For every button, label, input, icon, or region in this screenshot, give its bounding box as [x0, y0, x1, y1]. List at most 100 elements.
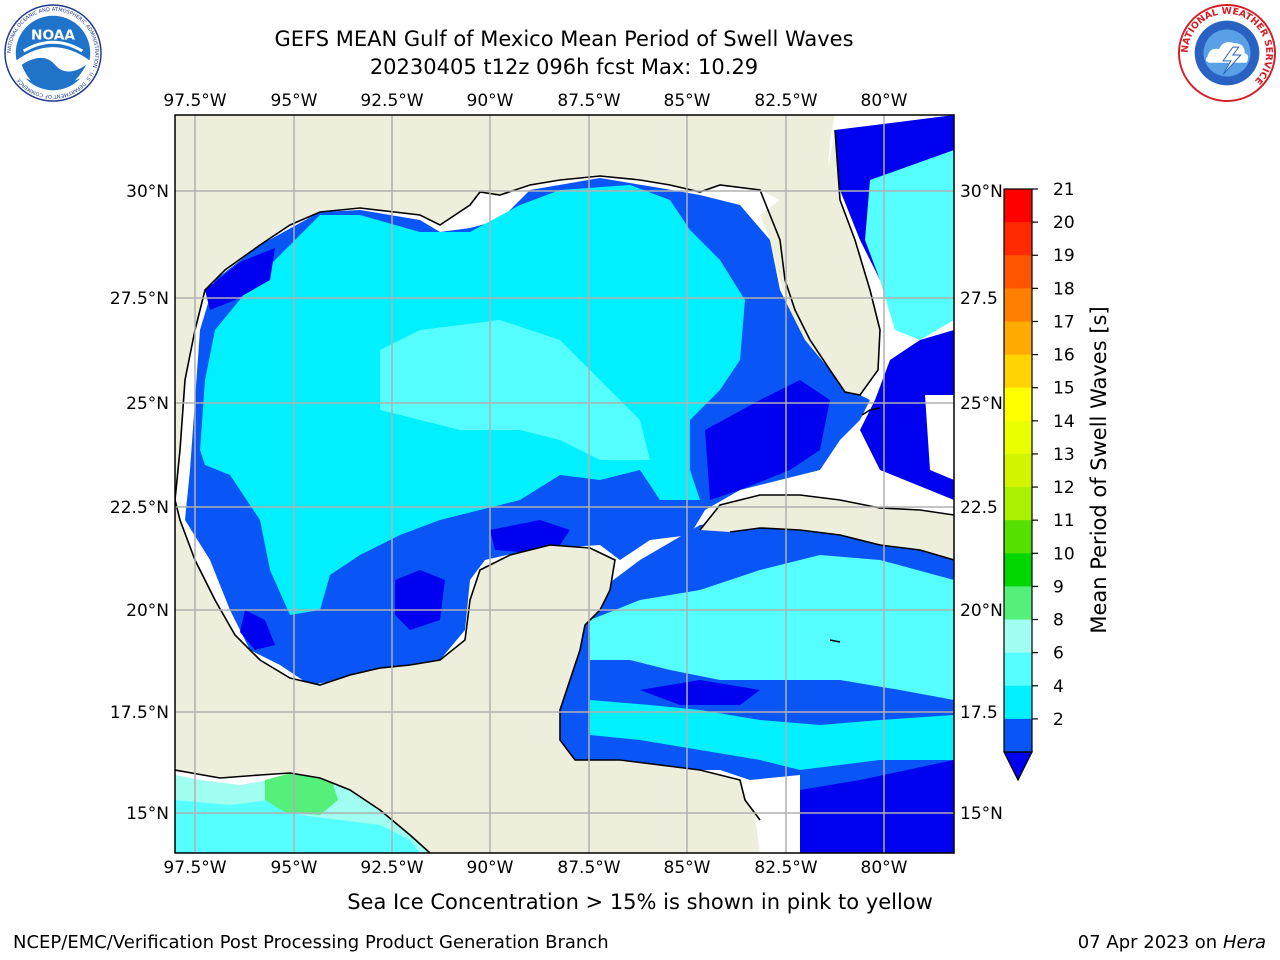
lon-label: 97.5°W — [163, 858, 226, 878]
colorbar-tick-label: 12 — [1053, 478, 1075, 498]
colorbar-cells — [1004, 189, 1032, 753]
lon-labels-top: 97.5°W 95°W 92.5°W 90°W 87.5°W 85°W 82.5… — [163, 91, 907, 111]
lat-label: 27.5°N — [110, 289, 169, 309]
footer-date: 07 Apr 2023 on Hera — [1078, 932, 1266, 953]
colorbar-tick-label: 17 — [1053, 312, 1075, 332]
colorbar-cell — [1004, 586, 1032, 621]
colorbar-cell — [1004, 685, 1032, 720]
colorbar-tick-label: 11 — [1053, 511, 1075, 531]
caribbean-dark-band — [640, 680, 760, 705]
colorbar-cell — [1004, 553, 1032, 587]
colorbar: 21 20 19 18 17 16 15 14 13 12 11 10 9 8 6 4 2 Mean Perio… — [1003, 180, 1111, 782]
lon-label: 95°W — [271, 91, 318, 111]
colorbar-tick-label: 13 — [1053, 445, 1075, 465]
colorbar-cell — [1004, 487, 1032, 521]
lat-labels-left: 30°N 27.5°N 25°N 22.5°N 20°N 17.5°N 15°N — [110, 182, 169, 824]
colorbar-tick-label: 9 — [1053, 577, 1064, 597]
coastlines — [175, 129, 954, 853]
lat-label: 17.5°N — [110, 703, 169, 723]
lat-label: 30°N — [126, 182, 169, 202]
colorbar-cell — [1004, 520, 1032, 554]
land-central-america-white — [750, 775, 800, 853]
lon-label: 85°W — [664, 858, 711, 878]
colorbar-cell — [1004, 354, 1032, 389]
colorbar-cell — [1004, 321, 1032, 356]
land-florida — [760, 130, 880, 395]
noaa-logo-text: NOAA — [31, 27, 75, 43]
colorbar-cell — [1004, 288, 1032, 322]
gulf-dark-patch-nw — [205, 248, 275, 310]
gridlines — [175, 115, 954, 853]
colorbar-tick-label: 16 — [1053, 346, 1075, 366]
colorbar-tick-label: 21 — [1053, 180, 1075, 200]
lon-label: 87.5°W — [557, 91, 620, 111]
land-mexico — [175, 500, 760, 853]
lat-label: 20°N — [126, 601, 169, 621]
colorbar-tick-label: 20 — [1053, 213, 1075, 233]
lon-label: 80°W — [861, 91, 908, 111]
footer-date-text: 07 Apr 2023 on — [1077, 932, 1223, 953]
colorbar-cell — [1004, 189, 1032, 223]
lon-label: 82.5°W — [754, 91, 817, 111]
caribbean-cyan-band — [590, 555, 954, 700]
colorbar-cell — [1004, 619, 1032, 654]
lon-label: 97.5°W — [163, 91, 226, 111]
colorbar-cell — [1004, 222, 1032, 256]
map-frame — [174, 114, 955, 854]
land-us-north — [175, 115, 835, 500]
colorbar-cell — [1004, 652, 1032, 687]
land-bahamas-white — [925, 395, 954, 480]
colorbar-cell — [1004, 718, 1032, 753]
colorbar-tick-label: 19 — [1053, 246, 1075, 266]
caribbean-dark-se — [800, 760, 954, 853]
sea-ice-note: Sea Ice Concentration > 15% is shown in … — [347, 890, 933, 914]
chart-title: GEFS MEAN Gulf of Mexico Mean Period of … — [274, 27, 854, 51]
footer-branch: NCEP/EMC/Verification Post Processing Pr… — [13, 932, 609, 953]
colorbar-frame — [1003, 188, 1033, 753]
colorbar-label: Mean Period of Swell Waves [s] — [1087, 306, 1111, 633]
lat-label: 27.5 — [960, 289, 998, 309]
colorbar-cell — [1004, 387, 1032, 422]
colorbar-tick-label: 10 — [1053, 544, 1075, 564]
map-plot-area — [175, 115, 954, 853]
pacific-green-patch — [265, 772, 338, 815]
lat-label: 22.5°N — [110, 498, 169, 518]
nws-logo-icon: NATIONAL WEATHER SERVICE — [1178, 4, 1276, 102]
lat-label: 17.5 — [960, 703, 998, 723]
gulf-dark-patch-s1 — [395, 570, 445, 630]
lon-label: 82.5°W — [754, 858, 817, 878]
lon-label: 80°W — [861, 858, 908, 878]
lon-label: 92.5°W — [360, 858, 423, 878]
colorbar-cell — [1004, 255, 1032, 289]
lon-label: 87.5°W — [557, 858, 620, 878]
colorbar-tick-label: 15 — [1053, 379, 1075, 399]
lon-label: 90°W — [467, 858, 514, 878]
lat-label: 25°N — [960, 394, 1003, 414]
lon-label: 95°W — [271, 858, 318, 878]
footer-host: Hera — [1222, 932, 1266, 953]
lat-label: 20°N — [960, 601, 1003, 621]
colorbar-ticks: 21 20 19 18 17 16 15 14 13 12 11 10 9 8 6 4 2 — [1032, 180, 1075, 730]
lat-label: 25°N — [126, 394, 169, 414]
gulf-water-lighter — [380, 320, 650, 460]
colorbar-tick-label: 4 — [1053, 677, 1064, 697]
colorbar-tick-label: 14 — [1053, 412, 1075, 432]
caribbean-cyan-band2 — [590, 700, 954, 770]
lat-labels-right: 30°N 27.5 25°N 22.5 20°N 17.5 15°N — [960, 182, 1003, 824]
lat-label: 15°N — [960, 804, 1003, 824]
lat-label: 22.5 — [960, 498, 998, 518]
atlantic-swell-inner — [865, 150, 954, 340]
colorbar-tick-label: 6 — [1053, 644, 1064, 664]
gulf-dark-patch-s2 — [490, 520, 570, 552]
colorbar-tick-label: 2 — [1053, 710, 1064, 730]
chart-subtitle: 20230405 t12z 096h fcst Max: 10.29 — [369, 55, 759, 79]
colorbar-under-triangle — [1003, 751, 1033, 782]
colorbar-cell — [1004, 453, 1032, 488]
noaa-logo-icon: NOAA NATIONAL OCEANIC AND ATMOSPHERIC AD… — [4, 4, 102, 102]
gulf-dark-patch-sw — [240, 610, 275, 650]
colorbar-tick-label: 8 — [1053, 611, 1064, 631]
lon-label: 90°W — [467, 91, 514, 111]
lon-label: 92.5°W — [360, 91, 423, 111]
land-cuba — [700, 495, 954, 560]
